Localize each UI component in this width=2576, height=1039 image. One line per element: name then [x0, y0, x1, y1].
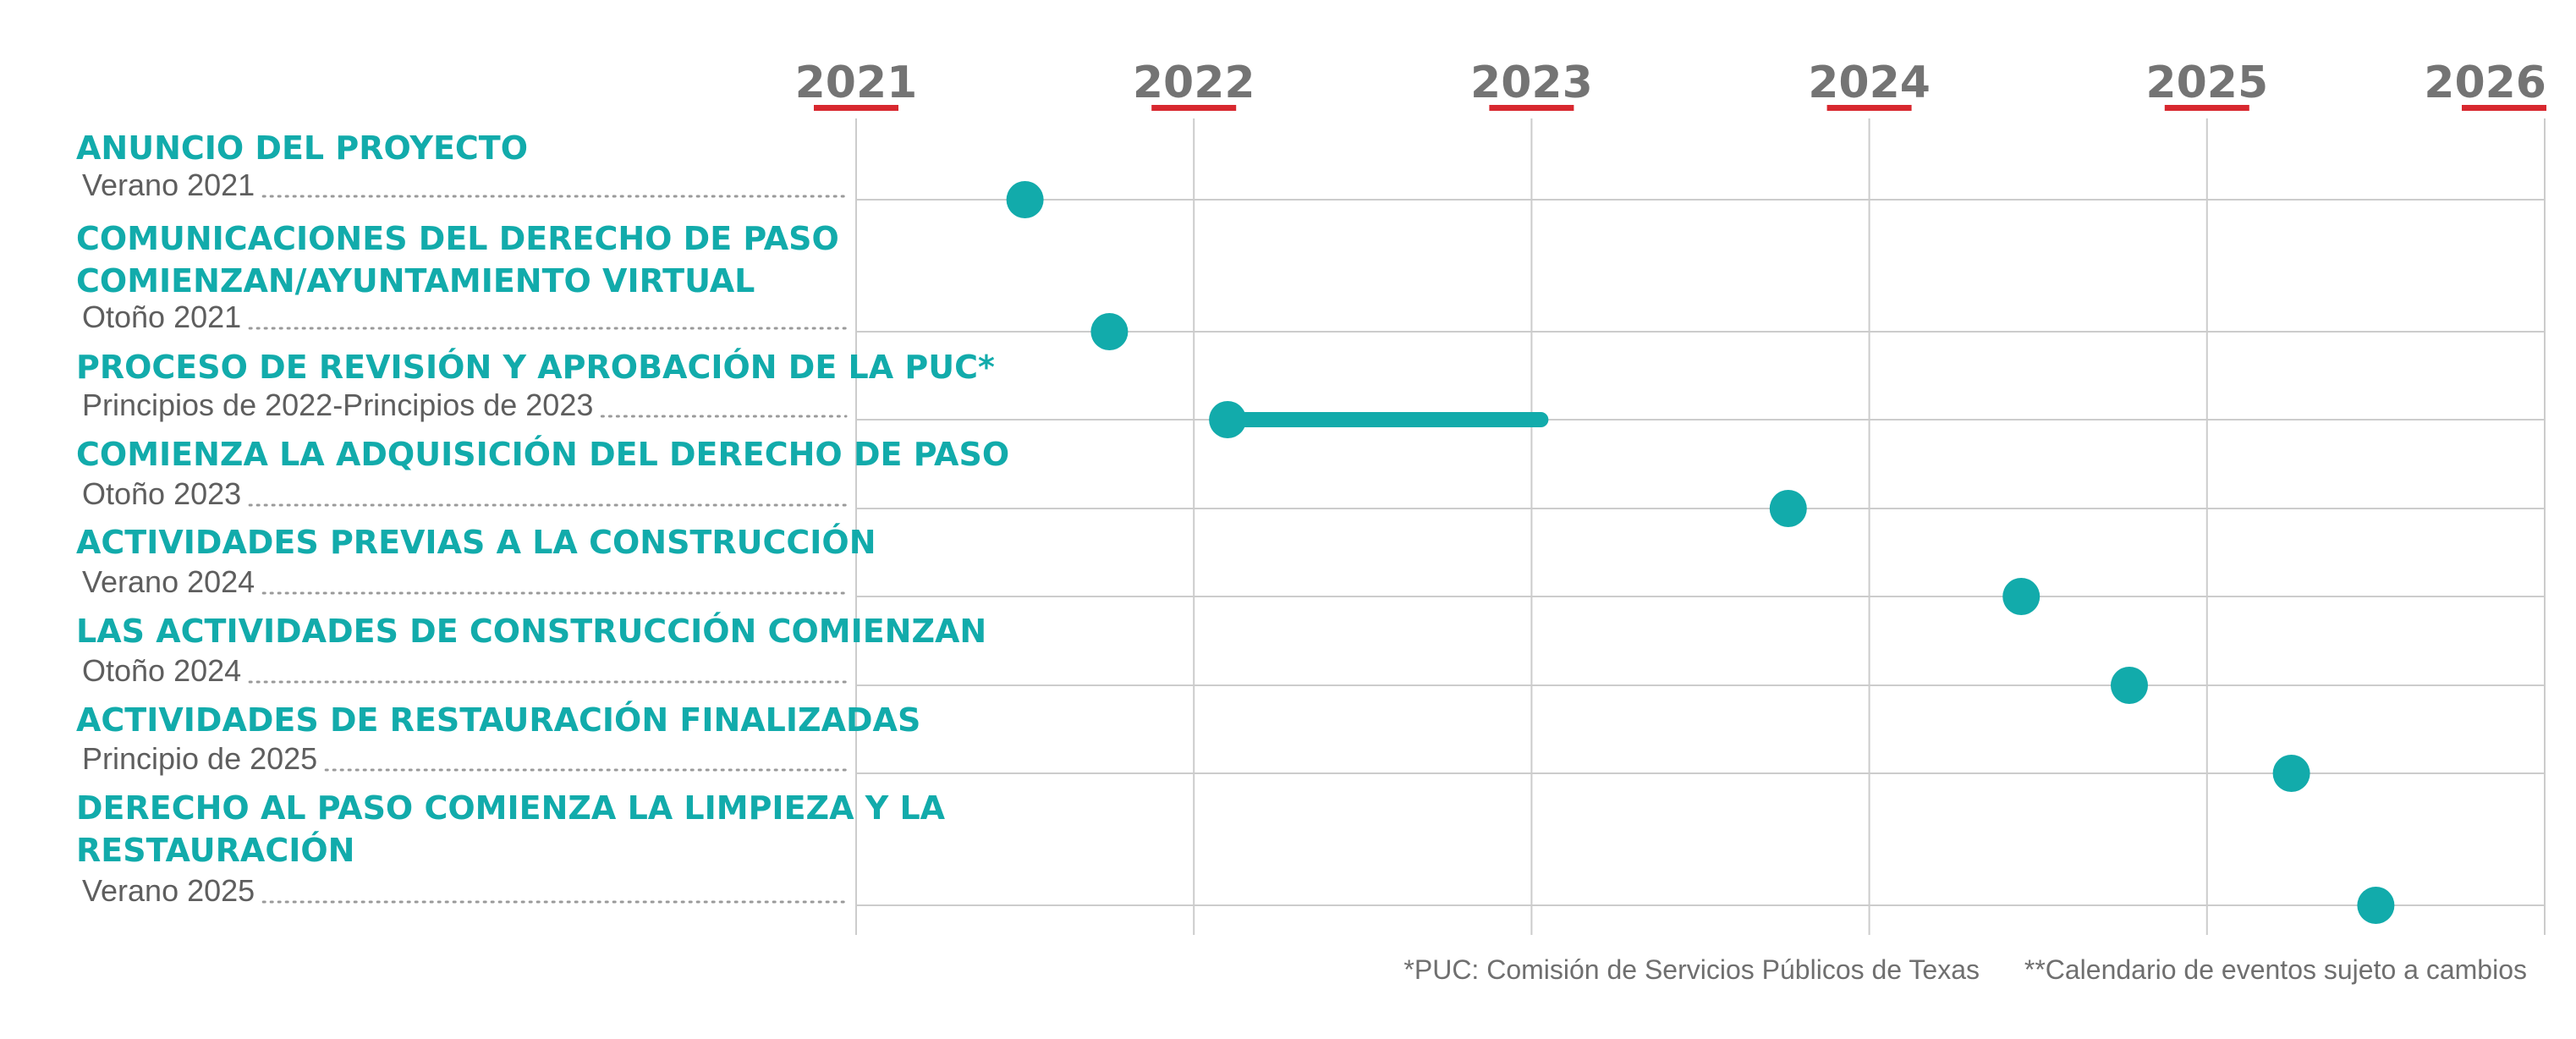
year-underline-2026	[2462, 105, 2546, 111]
milestone-title: COMIENZAN/AYUNTAMIENTO VIRTUAL	[76, 262, 755, 300]
milestone-date: Otoño 2023	[82, 476, 241, 511]
footnote-puc: *PUC: Comisión de Servicios Públicos de …	[1403, 954, 1980, 985]
year-underline-2024	[1826, 105, 1912, 111]
milestone-title: RESTAURACIÓN	[76, 832, 354, 869]
milestone-title: ACTIVIDADES PREVIAS A LA CONSTRUCCIÓN	[76, 524, 876, 561]
year-underline-2021	[814, 105, 898, 111]
milestone-dot	[2357, 887, 2395, 924]
milestone-title: COMIENZA LA ADQUISICIÓN DEL DERECHO DE P…	[76, 436, 1009, 473]
year-underline-2025	[2164, 105, 2249, 111]
milestone-title: LAS ACTIVIDADES DE CONSTRUCCIÓN COMIENZA…	[76, 613, 986, 650]
year-label-2021: 2021	[795, 58, 918, 108]
milestone-date: Verano 2021	[82, 168, 255, 202]
milestone-date: Verano 2025	[82, 873, 255, 908]
milestone-title: ACTIVIDADES DE RESTAURACIÓN FINALIZADAS	[76, 701, 920, 739]
year-label-2025: 2025	[2145, 58, 2268, 108]
milestone-title: ANUNCIO DEL PROYECTO	[76, 129, 528, 167]
milestone-dot	[2002, 578, 2040, 615]
year-underline-2022	[1151, 105, 1237, 111]
milestone-title: DERECHO AL PASO COMIENZA LA LIMPIEZA Y L…	[76, 789, 946, 827]
milestone-date: Principios de 2022-Principios de 2023	[82, 388, 593, 422]
milestone-dot	[1769, 490, 1807, 527]
milestone-dot	[2110, 667, 2148, 704]
milestone-date: Otoño 2024	[82, 653, 241, 688]
milestone-date: Verano 2024	[82, 564, 255, 599]
footnote-schedule: **Calendario de eventos sujeto a cambios	[2024, 954, 2527, 985]
grid-lines	[855, 118, 2546, 935]
year-axis: 2021 2022 2023 2024 2025 2026	[795, 58, 2546, 111]
year-label-2024: 2024	[1808, 58, 1931, 108]
milestone-date: Principio de 2025	[82, 741, 317, 776]
milestone-date: Otoño 2021	[82, 300, 241, 334]
milestone-marks	[1006, 181, 2395, 924]
range-bar	[1228, 412, 1549, 427]
milestone-title: COMUNICACIONES DEL DERECHO DE PASO	[76, 220, 839, 257]
year-label-2023: 2023	[1470, 58, 1593, 108]
milestone-title: PROCESO DE REVISIÓN Y APROBACIÓN DE LA P…	[76, 349, 995, 386]
year-label-2026: 2026	[2424, 58, 2546, 108]
year-underline-2023	[1489, 105, 1574, 111]
milestone-dot	[1006, 181, 1044, 218]
milestone-dot	[1209, 401, 1247, 438]
year-label-2022: 2022	[1133, 58, 1255, 108]
milestone-dot	[2272, 755, 2310, 792]
milestone-dot	[1090, 313, 1129, 350]
